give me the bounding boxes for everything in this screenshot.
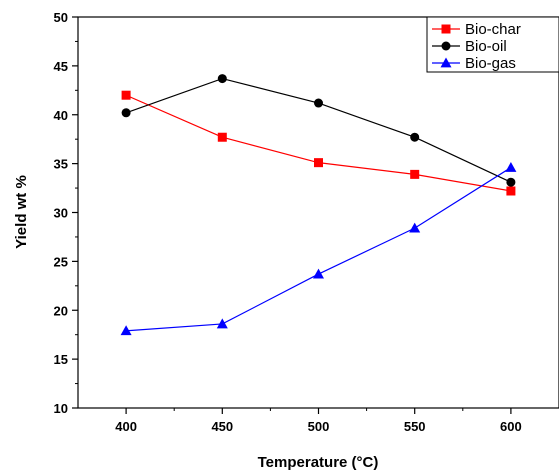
legend-marker <box>440 57 452 68</box>
x-axis-title: Temperature (°C) <box>258 454 379 471</box>
legend-label: Bio-oil <box>465 38 507 55</box>
x-tick-label: 400 <box>115 419 137 434</box>
x-tick-label: 550 <box>404 419 426 434</box>
legend-item-bio-char: Bio-char <box>432 21 521 38</box>
data-point-bio-oil <box>314 98 323 108</box>
x-axis-ticks: 400 450 500 550 600 <box>115 408 522 434</box>
series-layer <box>120 74 517 336</box>
data-point-bio-gas <box>313 268 324 279</box>
data-point-bio-oil <box>217 74 227 84</box>
y-tick-label: 25 <box>54 254 68 269</box>
plot-frame <box>77 16 559 409</box>
y-tick-label: 35 <box>54 157 68 172</box>
y-axis-ticks: 10 15 20 25 30 35 40 45 50 <box>54 10 78 416</box>
legend-label: Bio-char <box>465 21 521 38</box>
data-point-bio-char <box>314 158 323 168</box>
y-axis-title: Yield wt % <box>13 175 30 249</box>
series-bio-oil <box>121 74 516 187</box>
data-point-bio-char <box>121 90 131 100</box>
data-point-bio-oil <box>121 108 131 118</box>
series-line-bio-char <box>125 94 512 192</box>
x-tick-label: 450 <box>211 419 233 434</box>
y-tick-label: 20 <box>54 303 68 318</box>
data-point-bio-char <box>410 169 420 179</box>
data-point-bio-oil <box>410 132 420 142</box>
data-point-bio-gas <box>409 222 421 233</box>
data-point-bio-oil <box>506 177 516 187</box>
x-tick-label: 600 <box>500 419 522 434</box>
series-line-bio-gas <box>126 167 512 332</box>
y-tick-label: 50 <box>54 10 68 25</box>
y-tick-label: 30 <box>54 206 68 221</box>
data-point-bio-gas <box>505 162 517 172</box>
y-tick-label: 40 <box>54 108 68 123</box>
series-bio-char <box>121 90 516 196</box>
data-point-bio-gas <box>216 318 228 329</box>
legend-item-bio-oil: Bio-oil <box>432 38 507 55</box>
data-point-bio-gas <box>120 325 132 336</box>
legend-marker <box>441 24 451 34</box>
series-bio-gas <box>120 162 517 336</box>
legend-marker <box>441 41 451 51</box>
data-point-bio-char <box>217 132 227 142</box>
y-tick-label: 15 <box>54 352 68 367</box>
legend-label: Bio-gas <box>465 55 516 72</box>
y-tick-label: 45 <box>54 59 68 74</box>
x-tick-label: 500 <box>308 419 330 434</box>
y-tick-label: 10 <box>54 401 68 416</box>
data-point-bio-char <box>506 186 516 196</box>
legend-item-bio-gas: Bio-gas <box>432 55 516 72</box>
